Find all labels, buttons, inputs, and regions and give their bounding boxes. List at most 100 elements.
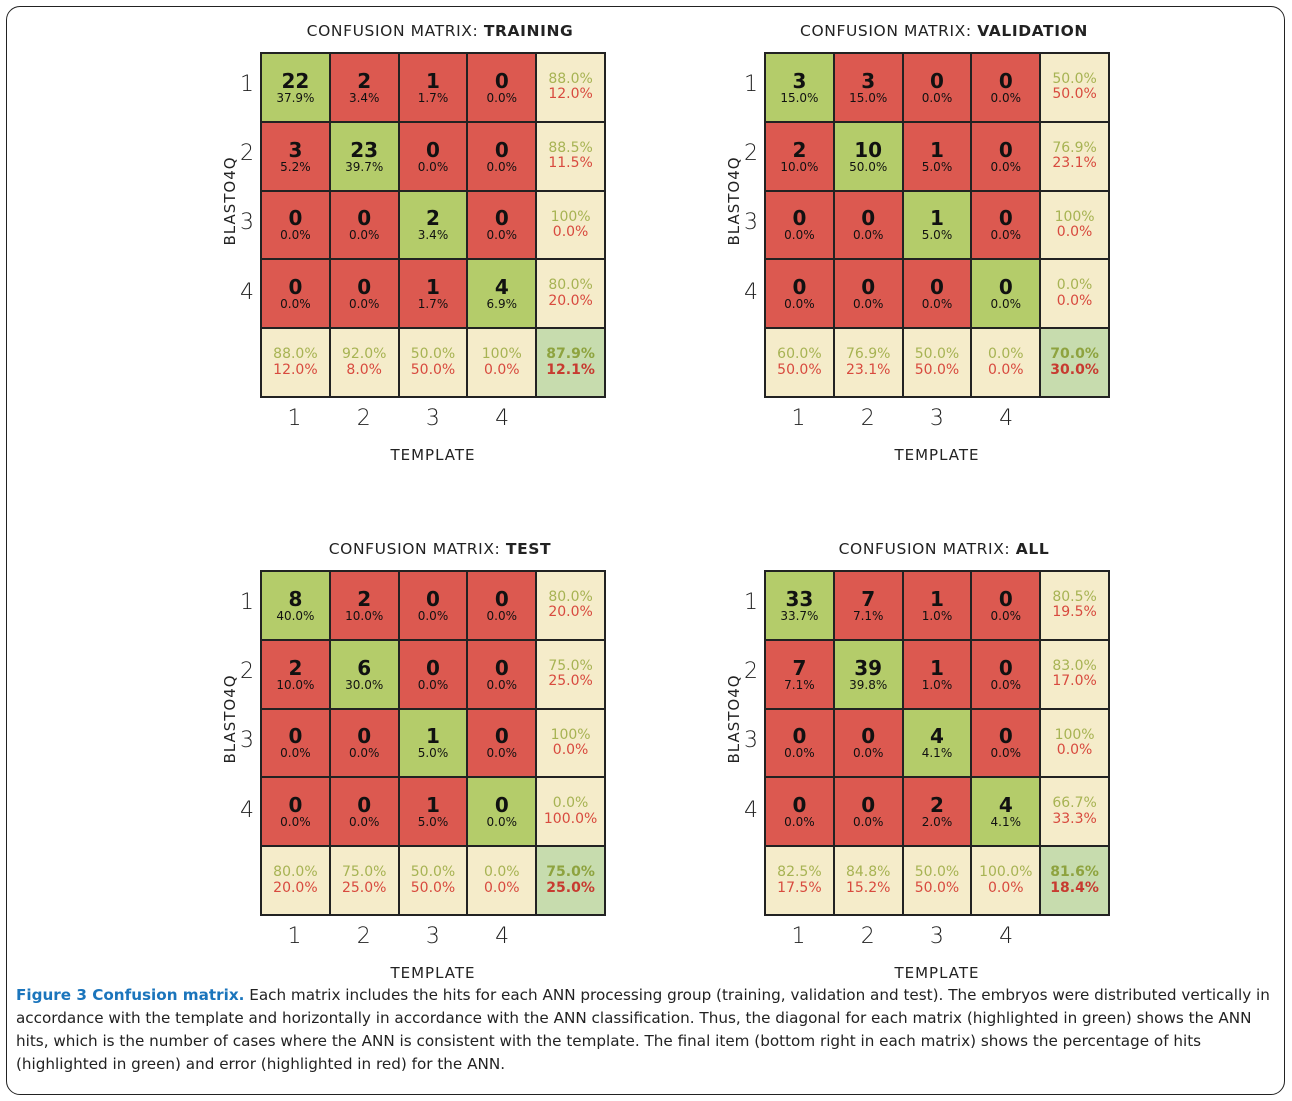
- row-tick-label: 4: [240, 797, 254, 823]
- row-tick-label: 2: [240, 659, 254, 685]
- cell-percent: 4.1%: [990, 815, 1022, 830]
- error-rate: 17.5%: [777, 879, 822, 896]
- cell-count: 0: [494, 586, 509, 611]
- col-summary-cell: 0.0% 0.0%: [467, 846, 537, 915]
- cell-count: 2: [792, 137, 807, 162]
- miss-cell: 0 0.0%: [329, 777, 399, 847]
- miss-cell: 0 0.0%: [971, 121, 1041, 191]
- row-summary-cell: 75.0% 25.0%: [536, 639, 605, 709]
- cell-percent: 0.0%: [417, 608, 449, 623]
- cell-percent: 0.0%: [990, 159, 1022, 174]
- cell-percent: 10.0%: [780, 159, 819, 174]
- cell-count: 0: [861, 206, 876, 231]
- col-tick-label: 1: [287, 406, 302, 431]
- cell-percent: 0.0%: [348, 746, 380, 761]
- cell-percent: 0.0%: [921, 90, 953, 105]
- cell-count: 0: [998, 655, 1013, 680]
- cell-percent: 0.0%: [852, 815, 884, 830]
- row-summary-cell: 80.0% 20.0%: [536, 571, 605, 640]
- error-rate: 19.5%: [1052, 604, 1097, 621]
- miss-cell: 0 0.0%: [971, 639, 1041, 709]
- cell-count: 1: [930, 206, 944, 231]
- cell-count: 0: [998, 206, 1013, 231]
- cell-percent: 0.0%: [784, 815, 815, 830]
- hit-rate: 80.0%: [273, 864, 318, 881]
- cell-percent: 30.0%: [345, 677, 384, 692]
- panel-title: CONFUSION MATRIX: TRAINING: [200, 22, 680, 40]
- overall-summary-cell: 81.6% 18.4%: [1040, 846, 1109, 915]
- miss-cell: 1 5.0%: [398, 777, 468, 847]
- overall-hit-rate: 87.9%: [546, 346, 595, 363]
- overall-hit-rate: 75.0%: [546, 864, 595, 881]
- hit-rate: 88.5%: [548, 139, 593, 156]
- cell-percent: 0.0%: [784, 228, 815, 243]
- col-summary-cell: 92.0% 8.0%: [329, 328, 399, 397]
- error-rate: 25.0%: [341, 879, 387, 896]
- col-summary-cell: 50.0% 50.0%: [902, 328, 972, 397]
- row-tick-label: 1: [240, 590, 254, 615]
- panel-title: CONFUSION MATRIX: VALIDATION: [704, 22, 1184, 40]
- hit-rate: 80.5%: [1052, 589, 1097, 605]
- error-rate: 0.0%: [484, 361, 520, 378]
- error-rate: 23.1%: [845, 361, 891, 378]
- miss-cell: 0 0.0%: [765, 259, 834, 329]
- error-rate: 50.0%: [914, 879, 960, 896]
- cell-percent: 0.0%: [348, 815, 380, 830]
- miss-cell: 0 0.0%: [765, 708, 834, 778]
- panel-title-group: ALL: [1015, 540, 1050, 558]
- col-summary-cell: 60.0% 50.0%: [765, 328, 834, 397]
- hit-rate: 75.0%: [548, 657, 593, 674]
- error-rate: 20.0%: [273, 879, 318, 896]
- cell-percent: 39.7%: [345, 159, 384, 174]
- cell-count: 39: [854, 655, 883, 680]
- miss-cell: 0 0.0%: [971, 571, 1041, 640]
- error-rate: 50.0%: [1052, 86, 1097, 103]
- overall-error-rate: 25.0%: [546, 879, 595, 896]
- cell-percent: 0.0%: [852, 746, 884, 761]
- panel-title: CONFUSION MATRIX: TEST: [200, 540, 680, 558]
- cell-percent: 0.0%: [784, 297, 815, 312]
- col-summary-cell: 88.0% 12.0%: [261, 328, 330, 397]
- miss-cell: 0 0.0%: [902, 259, 972, 329]
- x-axis-label: TEMPLATE: [894, 446, 980, 464]
- cell-count: 4: [494, 275, 509, 300]
- row-tick-label: 2: [240, 141, 254, 167]
- hit-rate: 80.0%: [548, 589, 593, 605]
- panel-title-prefix: CONFUSION MATRIX:: [306, 22, 484, 40]
- error-rate: 12.0%: [273, 361, 318, 378]
- miss-cell: 0 0.0%: [467, 639, 537, 709]
- hit-rate: 0.0%: [552, 795, 589, 812]
- col-summary-cell: 0.0% 0.0%: [971, 328, 1041, 397]
- cell-percent: 5.0%: [417, 815, 449, 830]
- col-summary-cell: 50.0% 50.0%: [398, 846, 468, 915]
- cell-count: 1: [930, 655, 944, 680]
- cell-percent: 15.0%: [849, 90, 888, 105]
- cell-count: 2: [357, 586, 372, 611]
- miss-cell: 0 0.0%: [971, 190, 1041, 260]
- miss-cell: 0 0.0%: [398, 121, 468, 191]
- cell-count: 1: [426, 275, 440, 300]
- overall-error-rate: 18.4%: [1050, 879, 1099, 896]
- matrix-grid: 33 33.7% 7 7.1% 1 1.0% 0 0.0% 80.5% 19.5% 7 7.1% 39 3…: [764, 570, 1110, 916]
- error-rate: 50.0%: [914, 361, 960, 378]
- error-rate: 50.0%: [410, 361, 456, 378]
- miss-cell: 0 0.0%: [261, 708, 330, 778]
- confusion-matrix-panel: CONFUSION MATRIX: TRAINING BLASTO4Q 1 2 3 4 22…: [200, 22, 680, 482]
- miss-cell: 0 0.0%: [971, 708, 1041, 778]
- overall-summary-cell: 87.9% 12.1%: [536, 328, 605, 397]
- cell-count: 0: [494, 793, 509, 818]
- cell-percent: 37.9%: [276, 90, 315, 105]
- matrix-grid: 8 40.0% 2 10.0% 0 0.0% 0 0.0% 80.0% 20.0% 2 10.0% 6 3…: [260, 570, 606, 916]
- hit-rate: 0.0%: [484, 864, 520, 881]
- hit-rate: 82.5%: [777, 864, 822, 881]
- cell-percent: 0.0%: [486, 159, 518, 174]
- cell-count: 0: [792, 793, 807, 818]
- cell-percent: 5.0%: [417, 746, 449, 761]
- cell-count: 0: [792, 724, 807, 749]
- hit-rate: 100%: [550, 726, 591, 743]
- miss-cell: 0 0.0%: [398, 639, 468, 709]
- hit-rate: 60.0%: [777, 346, 822, 363]
- cell-percent: 0.0%: [852, 297, 884, 312]
- row-tick-label: 4: [744, 797, 758, 823]
- cell-percent: 0.0%: [990, 228, 1022, 243]
